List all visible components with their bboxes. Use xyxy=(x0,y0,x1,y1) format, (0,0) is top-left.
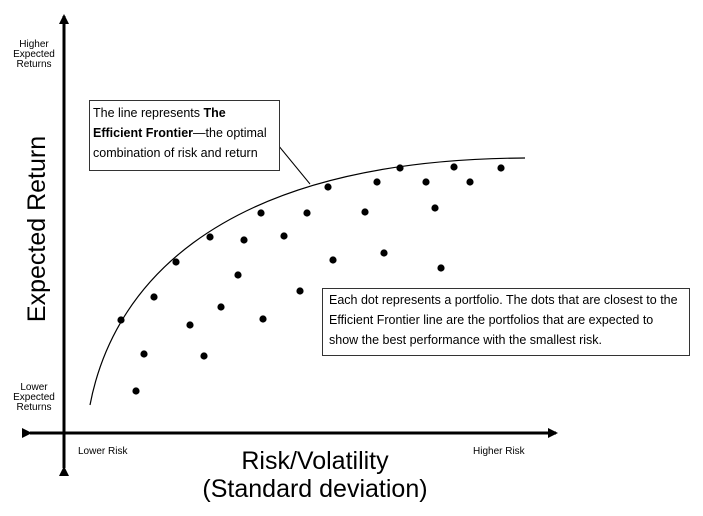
portfolio-dot xyxy=(140,350,148,358)
portfolio-dot xyxy=(117,316,125,324)
x-axis-right-label: Higher Risk xyxy=(473,446,525,457)
portfolio-dot xyxy=(466,178,474,186)
x-axis-title-line: (Standard deviation) xyxy=(202,475,428,503)
portfolio-dot xyxy=(259,315,267,323)
portfolio-dot xyxy=(450,163,458,171)
portfolio-dot xyxy=(172,258,180,266)
frontier-callout-text: The line represents xyxy=(93,106,204,120)
y-bottom-label-line: Expected xyxy=(13,392,55,403)
x-axis-title: Risk/Volatility (Standard deviation) xyxy=(160,447,470,503)
portfolio-dot xyxy=(324,183,332,191)
portfolio-dot xyxy=(380,249,388,257)
portfolio-dot xyxy=(206,233,214,241)
y-bottom-label-line: Returns xyxy=(16,402,52,413)
portfolio-dot xyxy=(373,178,381,186)
frontier-callout: The line represents The Efficient Fronti… xyxy=(89,100,280,171)
frontier-callout-leader xyxy=(277,144,311,185)
portfolio-dot xyxy=(431,204,439,212)
y-axis-title: Expected Return xyxy=(23,135,51,323)
frontier-callout-bold: The Efficient Frontier xyxy=(93,106,226,140)
portfolio-dot xyxy=(132,387,140,395)
portfolio-dot xyxy=(361,208,369,216)
portfolio-dot xyxy=(257,209,265,217)
portfolio-dot xyxy=(296,287,304,295)
dots-callout: Each dot represents a portfolio. The dot… xyxy=(322,288,690,356)
portfolio-dot xyxy=(150,293,158,301)
x-axis-left-label: Lower Risk xyxy=(78,446,128,457)
y-bottom-label-line: Lower xyxy=(20,382,48,393)
y-axis-bottom-label: Lower Expected Returns xyxy=(8,383,60,413)
portfolio-dot xyxy=(186,321,194,329)
y-top-label-line: Expected xyxy=(13,49,55,60)
portfolio-dot xyxy=(234,271,242,279)
portfolio-dot xyxy=(280,232,288,240)
portfolio-dots xyxy=(117,163,505,395)
portfolio-dot xyxy=(396,164,404,172)
efficient-frontier-curve xyxy=(89,157,526,406)
y-axis-top-label: Higher Expected Returns xyxy=(8,40,60,70)
portfolio-dot xyxy=(217,303,225,311)
portfolio-dot xyxy=(497,164,505,172)
y-top-label-line: Higher xyxy=(19,39,49,50)
portfolio-dot xyxy=(437,264,445,272)
portfolio-dot xyxy=(422,178,430,186)
portfolio-dot xyxy=(240,236,248,244)
portfolio-dot xyxy=(329,256,337,264)
portfolio-dot xyxy=(303,209,311,217)
y-top-label-line: Returns xyxy=(16,59,52,70)
frontier-callout-text-end: —the optimal combination of risk and ret… xyxy=(93,126,267,160)
portfolio-dot xyxy=(200,352,208,360)
x-axis-title-line: Risk/Volatility xyxy=(241,447,389,475)
